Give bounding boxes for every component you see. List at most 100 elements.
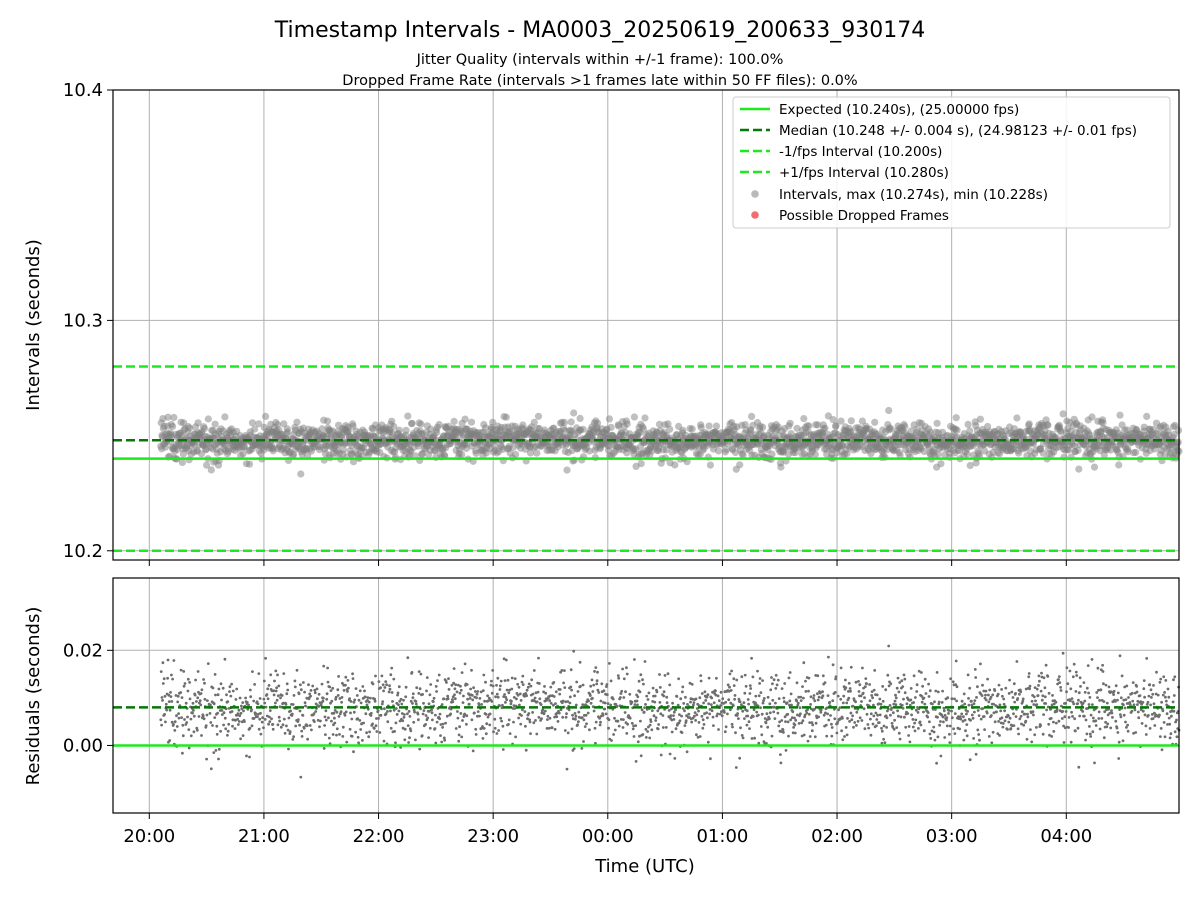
residual-point: [802, 661, 806, 665]
residual-point: [777, 697, 781, 700]
residual-point: [588, 728, 591, 732]
residual-point: [397, 703, 400, 707]
residual-point: [403, 713, 406, 716]
residual-point: [759, 725, 763, 728]
residual-point: [697, 709, 700, 713]
residual-point: [743, 717, 746, 720]
residual-point: [882, 724, 886, 728]
residual-point: [621, 667, 624, 671]
residual-point: [589, 701, 593, 705]
residual-point: [889, 682, 893, 686]
residual-point: [991, 730, 995, 734]
residual-point: [230, 710, 234, 713]
residual-point: [880, 729, 884, 733]
residual-point: [683, 709, 686, 713]
residual-point: [515, 697, 518, 701]
residual-point: [493, 717, 497, 721]
residual-point: [762, 697, 766, 700]
interval-point: [207, 466, 215, 474]
residual-point: [1175, 718, 1178, 722]
residual-point: [460, 735, 464, 739]
residual-point: [906, 712, 910, 715]
residual-point: [285, 682, 289, 686]
residual-point: [727, 698, 731, 702]
residual-point: [226, 700, 230, 703]
residual-point: [220, 698, 223, 702]
residual-point: [441, 722, 445, 726]
residual-point: [899, 715, 903, 719]
residual-point: [175, 725, 179, 728]
residual-point: [863, 696, 866, 700]
residual-point: [1098, 699, 1101, 702]
residual-point: [952, 727, 955, 731]
residual-point: [534, 719, 537, 722]
residual-point: [262, 679, 266, 683]
residual-point: [1122, 713, 1126, 717]
residual-point: [393, 730, 396, 733]
residual-point: [275, 698, 279, 702]
residual-point: [782, 731, 785, 734]
residual-point: [1164, 695, 1167, 699]
residual-point: [738, 756, 742, 760]
residual-point: [743, 673, 747, 677]
residual-point: [849, 689, 852, 693]
residual-point: [941, 689, 944, 693]
residual-point: [751, 675, 755, 679]
residual-point: [1102, 682, 1105, 686]
residual-point: [430, 711, 434, 715]
residual-point: [192, 709, 195, 712]
residual-point: [772, 678, 776, 682]
residual-point: [1057, 719, 1061, 723]
residual-point: [228, 685, 232, 689]
residual-point: [546, 718, 549, 721]
residual-point: [1130, 691, 1134, 695]
residual-point: [948, 732, 951, 736]
residual-point: [558, 688, 562, 691]
residual-point: [196, 696, 200, 700]
residual-point: [759, 691, 763, 694]
residual-point: [988, 688, 992, 692]
residual-point: [379, 686, 382, 690]
residual-point: [561, 715, 565, 719]
residual-point: [480, 703, 483, 706]
residual-point: [705, 711, 708, 715]
residual-point: [668, 683, 672, 687]
residual-point: [565, 767, 569, 771]
residual-point: [813, 699, 817, 703]
residual-point: [542, 712, 546, 716]
residual-point: [245, 701, 249, 704]
residual-point: [1014, 692, 1017, 695]
residual-point: [163, 713, 167, 716]
interval-point: [262, 412, 270, 420]
residual-point: [605, 693, 609, 697]
residual-point: [673, 757, 677, 760]
residual-point: [211, 724, 214, 727]
residual-point: [467, 702, 471, 706]
residual-point: [536, 690, 540, 694]
residual-point: [510, 687, 514, 691]
residual-point: [397, 685, 401, 689]
residual-point: [1045, 708, 1048, 712]
interval-point: [639, 425, 648, 433]
interval-point: [920, 447, 928, 456]
legend-label-intervals: Intervals, max (10.274s), min (10.228s): [779, 187, 1048, 203]
residual-point: [1110, 711, 1114, 715]
residual-point: [185, 721, 189, 724]
residual-point: [647, 691, 651, 695]
residual-point: [1127, 696, 1130, 699]
interval-point: [530, 418, 538, 426]
residual-point: [642, 710, 646, 714]
interval-point: [408, 419, 416, 427]
residual-point: [315, 687, 319, 691]
residual-point: [927, 695, 931, 698]
residual-point: [326, 680, 330, 684]
residual-point: [746, 698, 750, 701]
residual-point: [953, 712, 957, 715]
residual-point: [770, 676, 773, 679]
residual-point: [561, 699, 565, 703]
residual-point: [786, 712, 790, 716]
residual-point: [984, 689, 988, 693]
residual-point: [880, 741, 884, 745]
residual-point: [967, 697, 970, 700]
